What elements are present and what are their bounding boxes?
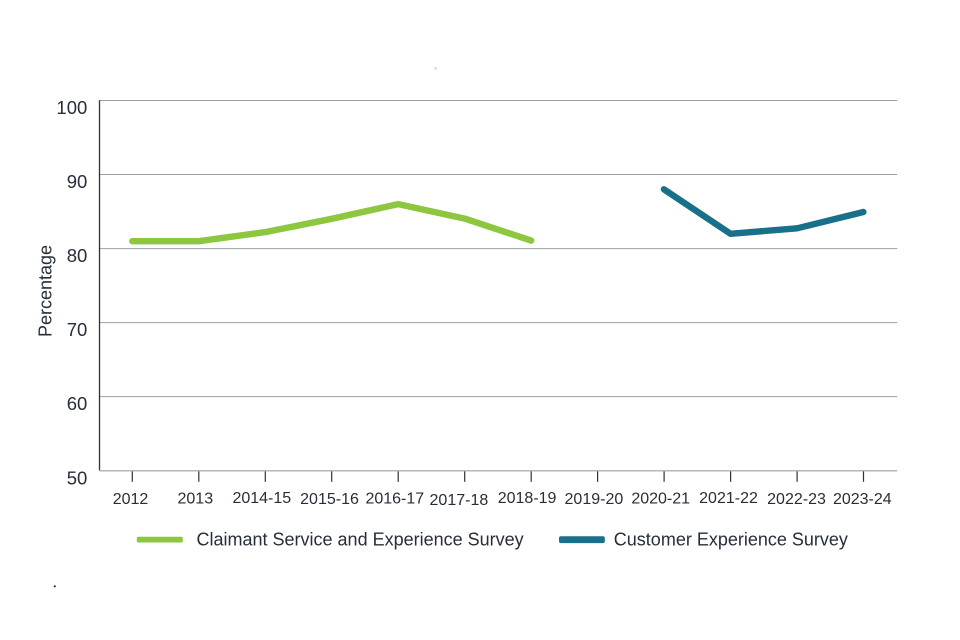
svg-text:Claimant Service and Experienc: Claimant Service and Experience Survey <box>197 529 524 549</box>
svg-text:Percentage: Percentage <box>36 245 56 337</box>
svg-text:2022-23: 2022-23 <box>767 491 826 508</box>
svg-text:2014-15: 2014-15 <box>232 490 291 507</box>
svg-text:100: 100 <box>56 97 87 118</box>
svg-text:80: 80 <box>67 245 88 266</box>
svg-text:50: 50 <box>67 468 88 489</box>
svg-text:2023-24: 2023-24 <box>833 491 892 508</box>
svg-text:2019-20: 2019-20 <box>565 491 624 508</box>
svg-text:2016-17: 2016-17 <box>365 490 424 507</box>
svg-text:Customer Experience Survey: Customer Experience Survey <box>614 529 848 549</box>
svg-text:2013: 2013 <box>178 490 214 507</box>
svg-text:2018-19: 2018-19 <box>498 490 557 507</box>
svg-text:2012: 2012 <box>113 491 149 508</box>
svg-text:70: 70 <box>67 319 88 340</box>
svg-text:2021-22: 2021-22 <box>699 490 758 507</box>
svg-text:90: 90 <box>67 171 88 192</box>
svg-text:2020-21: 2020-21 <box>631 490 690 507</box>
svg-text:60: 60 <box>67 393 88 414</box>
svg-text:2017-18: 2017-18 <box>430 492 489 509</box>
svg-text:2015-16: 2015-16 <box>300 491 359 508</box>
